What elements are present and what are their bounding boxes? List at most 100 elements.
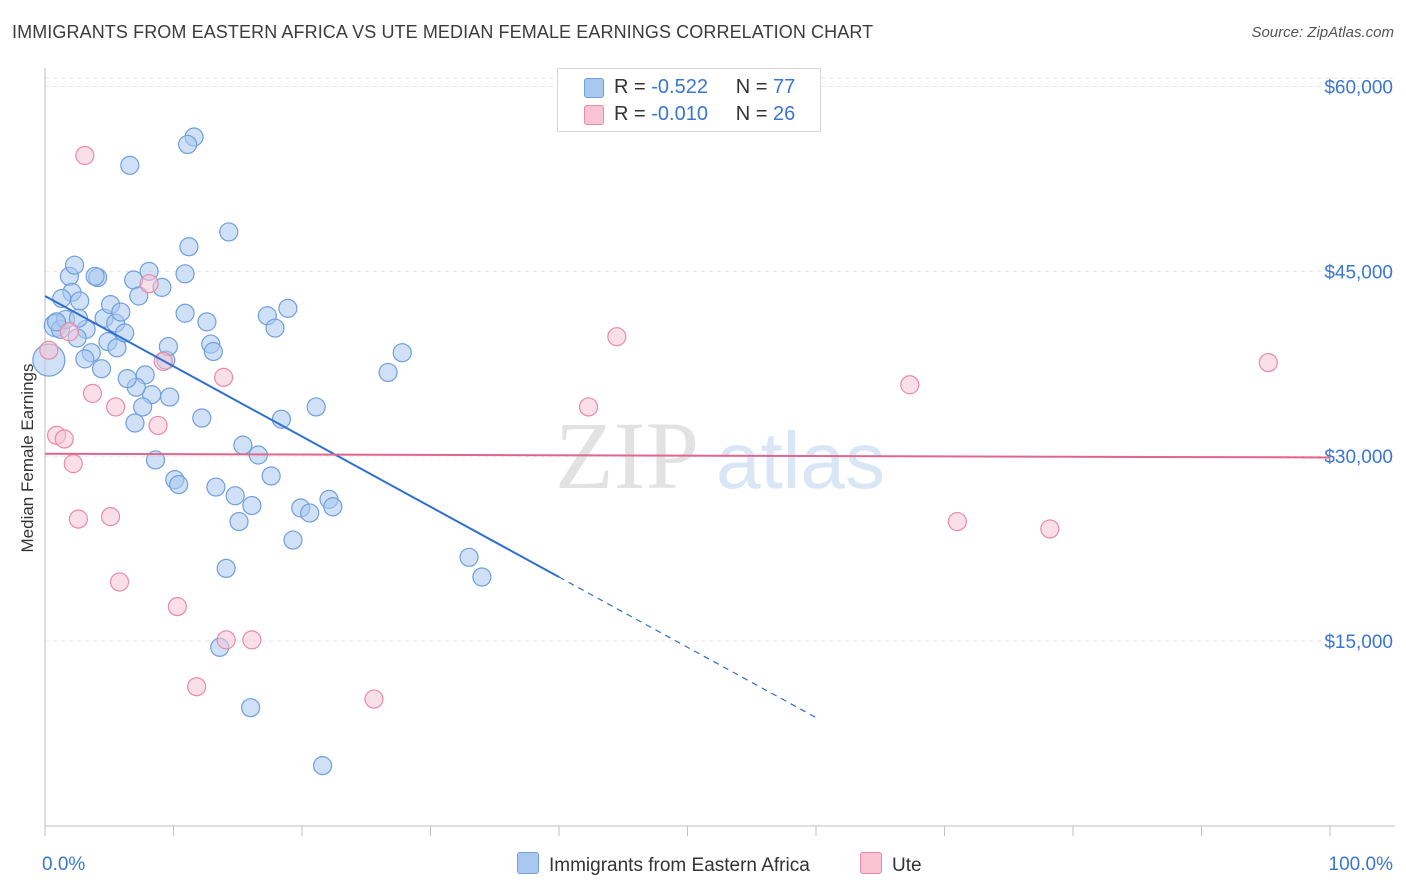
data-point-eastern-africa — [107, 338, 127, 358]
correlation-legend: R = -0.522 N = 77 R = -0.010 N = 26 — [557, 68, 821, 132]
data-point-eastern-africa — [312, 756, 333, 776]
data-point-eastern-africa — [85, 266, 105, 286]
watermark-atlas: atlas — [716, 416, 885, 505]
data-point-ute — [242, 630, 262, 650]
legend-r-label: R = — [614, 76, 652, 98]
data-point-ute — [364, 689, 384, 709]
y-tick-label: $15,000 — [1324, 632, 1393, 653]
y-tick-label: $60,000 — [1324, 77, 1393, 98]
data-point-eastern-africa — [300, 503, 320, 523]
data-point-eastern-africa — [75, 349, 95, 369]
data-point-eastern-africa — [70, 291, 90, 311]
source-label: Source: ZipAtlas.com — [1251, 24, 1394, 41]
data-point-ute — [75, 145, 95, 166]
legend-swatch-ute — [584, 105, 604, 125]
data-point-eastern-africa — [145, 450, 166, 470]
data-point-eastern-africa — [233, 435, 253, 455]
data-point-ute — [187, 677, 207, 697]
data-point-eastern-africa — [472, 567, 492, 587]
data-point-eastern-africa — [206, 477, 226, 497]
y-tick-label: $45,000 — [1324, 262, 1393, 283]
data-point-eastern-africa — [261, 466, 281, 486]
data-point-eastern-africa — [111, 302, 131, 322]
data-point-ute — [607, 327, 627, 347]
data-point-eastern-africa — [178, 134, 198, 155]
data-point-eastern-africa — [323, 497, 343, 517]
data-point-ute — [54, 429, 74, 449]
data-point-eastern-africa — [197, 312, 217, 332]
data-point-eastern-africa — [459, 547, 479, 567]
legend-row-ute: R = -0.010 N = 26 — [558, 102, 820, 128]
data-point-ute — [1040, 519, 1060, 539]
data-point-eastern-africa — [306, 397, 326, 417]
data-point-ute — [167, 597, 187, 617]
data-point-ute — [109, 572, 130, 592]
data-point-eastern-africa — [179, 237, 199, 257]
data-point-ute — [900, 375, 920, 395]
data-point-eastern-africa — [241, 698, 261, 718]
trend-line-eastern-africa — [44, 295, 560, 578]
data-point-ute — [106, 397, 126, 417]
data-point-eastern-africa — [175, 264, 195, 284]
data-point-eastern-africa — [192, 408, 212, 428]
data-point-eastern-africa — [283, 530, 303, 550]
legend-n-label: N = — [735, 103, 774, 125]
data-point-eastern-africa — [46, 312, 67, 332]
legend-swatch-eastern-africa — [584, 78, 604, 98]
bottom-legend-label: Ute — [892, 855, 922, 876]
bottom-legend-ute: Ute — [860, 852, 922, 877]
data-point-ute — [947, 511, 967, 532]
data-point-eastern-africa — [160, 387, 180, 407]
data-point-eastern-africa — [169, 474, 189, 495]
legend-row-eastern-africa: R = -0.522 N = 77 — [558, 75, 820, 101]
data-point-ute — [82, 383, 103, 403]
bottom-legend-eastern-africa: Immigrants from Eastern Africa — [517, 852, 810, 877]
data-point-eastern-africa — [225, 486, 245, 506]
data-point-eastern-africa — [229, 511, 249, 532]
bottom-legend-swatch-eastern-africa — [517, 852, 539, 874]
bottom-legend-swatch-ute — [860, 852, 882, 874]
data-point-eastern-africa — [64, 255, 85, 275]
data-point-ute — [139, 274, 159, 294]
y-tick-label: $30,000 — [1324, 447, 1393, 468]
data-point-eastern-africa — [133, 397, 153, 417]
trend-line-ute — [44, 452, 1331, 459]
data-point-eastern-africa — [129, 286, 149, 306]
data-point-ute — [100, 507, 121, 527]
data-point-eastern-africa — [278, 298, 298, 318]
data-point-eastern-africa — [175, 303, 195, 323]
data-point-eastern-africa — [219, 222, 239, 242]
data-point-eastern-africa — [265, 318, 285, 338]
chart-title: IMMIGRANTS FROM EASTERN AFRICA VS UTE ME… — [12, 22, 874, 42]
data-point-ute — [68, 509, 89, 529]
legend-n-label: N = — [735, 76, 774, 98]
data-point-eastern-africa — [91, 359, 112, 379]
data-point-eastern-africa — [125, 413, 145, 433]
data-point-ute — [1258, 352, 1278, 373]
x-tick-label-min: 0.0% — [42, 854, 85, 875]
legend-r-value: -0.010 — [651, 103, 708, 125]
data-point-ute — [59, 322, 80, 342]
data-point-eastern-africa — [117, 368, 137, 389]
y-axis-label: Median Female Earnings — [18, 363, 37, 553]
x-tick-label-max: 100.0% — [1329, 854, 1394, 875]
data-point-eastern-africa — [392, 343, 412, 363]
legend-r-value: -0.522 — [651, 76, 708, 98]
data-point-eastern-africa — [203, 341, 223, 362]
data-point-ute — [63, 454, 83, 474]
data-point-ute — [216, 630, 236, 650]
data-point-ute — [578, 397, 599, 417]
legend-r-label: R = — [614, 103, 652, 125]
legend-n-value: 26 — [773, 103, 796, 125]
data-point-eastern-africa — [242, 495, 262, 516]
data-point-eastern-africa — [378, 362, 398, 383]
bottom-legend-label: Immigrants from Eastern Africa — [549, 855, 810, 876]
data-point-eastern-africa — [120, 155, 140, 175]
trend-line-eastern-africa-extension — [558, 576, 817, 719]
legend-n-value: 77 — [773, 76, 796, 98]
data-point-ute — [39, 340, 59, 360]
data-point-ute — [148, 415, 168, 436]
data-point-eastern-africa — [216, 558, 236, 579]
data-point-ute — [214, 367, 234, 387]
